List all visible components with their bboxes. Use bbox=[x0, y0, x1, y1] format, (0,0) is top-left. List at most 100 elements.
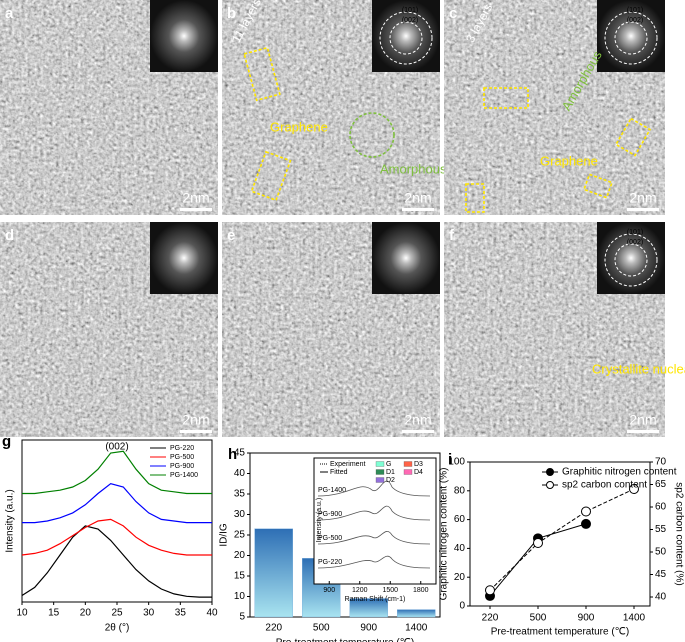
fft-ring bbox=[389, 21, 423, 55]
scale-label: 2nm bbox=[629, 190, 656, 206]
x-axis-label: Pre-treatment temperature (℃) bbox=[491, 627, 630, 638]
inset-legend-label: D4 bbox=[414, 469, 423, 476]
y-tick-label: 100 bbox=[448, 457, 465, 468]
x-tick-label: 900 bbox=[578, 613, 595, 624]
inset-legend-label: D2 bbox=[386, 477, 395, 484]
fft-label: (002) bbox=[627, 239, 643, 246]
y-tick-label: 40 bbox=[234, 468, 246, 479]
y-axis-label: Intensity (a.u.) bbox=[5, 489, 16, 552]
x-tick-label: 20 bbox=[80, 608, 92, 619]
point bbox=[533, 538, 543, 548]
plot-frame bbox=[469, 461, 651, 607]
inset-legend-swatch bbox=[375, 469, 385, 475]
scale-label: 2nm bbox=[404, 412, 431, 428]
fft-label: (101) bbox=[402, 7, 418, 14]
annotation: Crystallite nucleation bbox=[592, 361, 685, 376]
y-tick-label: 30 bbox=[234, 509, 246, 520]
charts: 10 15 20 25 30 35 40 PG-220 PG-500 PG-900 PG-1400 (… bbox=[2, 433, 684, 642]
fft-ring bbox=[379, 11, 433, 65]
scale-label: 2nm bbox=[182, 412, 209, 428]
point bbox=[485, 585, 495, 596]
chart-letter: g bbox=[2, 433, 11, 450]
x-tick-label: 30 bbox=[143, 608, 155, 619]
point bbox=[629, 484, 639, 494]
scale-label: 2nm bbox=[404, 190, 431, 206]
panel-letter: f bbox=[449, 227, 455, 244]
y-tick-label: 10 bbox=[234, 591, 246, 602]
y-axis-label: ID/IG bbox=[219, 523, 230, 547]
fft-inset bbox=[150, 222, 218, 294]
fft-inset bbox=[150, 0, 218, 72]
inset-legend-swatch bbox=[403, 469, 413, 475]
scale-bar bbox=[627, 430, 659, 433]
x-tick-label: 10 bbox=[16, 608, 28, 619]
inset-legend-swatch bbox=[375, 477, 385, 483]
scale-bar bbox=[627, 208, 659, 211]
x-tick-label: 15 bbox=[48, 608, 60, 619]
series-line bbox=[21, 518, 212, 556]
panel-letter: b bbox=[227, 5, 236, 22]
scale-bar bbox=[402, 430, 434, 433]
fft-ring bbox=[614, 243, 648, 277]
inset-legend-swatch bbox=[403, 461, 413, 467]
x-tick-label: 220 bbox=[265, 623, 282, 634]
inset-legend-label: Experiment bbox=[330, 461, 365, 468]
y-tick-label: 5 bbox=[239, 612, 245, 623]
inset-legend-swatch bbox=[375, 461, 385, 467]
inset-legend-label: D1 bbox=[386, 469, 395, 476]
y-tick-label: 40 bbox=[454, 543, 466, 554]
annotation-shapes bbox=[243, 46, 652, 213]
y-tick-label: 60 bbox=[454, 514, 466, 525]
panel-letter: e bbox=[227, 227, 235, 244]
inset-legend-label: Fitted bbox=[330, 469, 348, 476]
inset-sample-label: PG-220 bbox=[318, 559, 342, 566]
inset-sample-label: PG-900 bbox=[318, 511, 342, 518]
annotation: (002) bbox=[105, 442, 128, 453]
legend-label: PG-220 bbox=[170, 445, 194, 452]
y-tick-label: 80 bbox=[454, 485, 466, 496]
scale-bar bbox=[180, 430, 212, 433]
inset-x-label: Raman Shift (cm-1) bbox=[345, 596, 406, 603]
panel-letter: a bbox=[5, 5, 14, 22]
x-axis-label: 2θ (°) bbox=[105, 623, 130, 634]
y-tick-label: 65 bbox=[655, 479, 667, 490]
series-line bbox=[21, 525, 212, 598]
scale-label: 2nm bbox=[629, 412, 656, 428]
y-tick-label: 60 bbox=[655, 502, 667, 513]
fft-label: (002) bbox=[402, 17, 418, 24]
raman-curves bbox=[317, 480, 431, 569]
legend-marker bbox=[546, 481, 554, 489]
y-tick-label: 0 bbox=[459, 601, 465, 612]
annotation: Graphene bbox=[540, 153, 598, 168]
y-tick-label: 45 bbox=[655, 569, 667, 580]
x-tick-label: 40 bbox=[206, 608, 218, 619]
scale-bar bbox=[402, 208, 434, 211]
inset-x-tick-label: 900 bbox=[323, 587, 335, 594]
y-tick-label: 45 bbox=[234, 448, 246, 459]
scale-bar bbox=[180, 208, 212, 211]
x-tick-label: 900 bbox=[360, 623, 377, 634]
fft-ring bbox=[614, 21, 648, 55]
x-tick-label: 35 bbox=[175, 608, 187, 619]
fft-ring bbox=[604, 233, 658, 287]
legend-label: PG-500 bbox=[170, 454, 194, 461]
inset-x-tick-label: 1800 bbox=[413, 587, 429, 594]
x-tick-label: 500 bbox=[313, 623, 330, 634]
y-tick-label: 50 bbox=[655, 547, 667, 558]
point bbox=[581, 518, 591, 529]
y-tick-label: 40 bbox=[655, 592, 667, 603]
inset-frame bbox=[313, 457, 437, 585]
legend-marker bbox=[546, 468, 554, 476]
y-tick-label: 70 bbox=[655, 457, 667, 468]
y-tick-label: 15 bbox=[234, 571, 246, 582]
inset-sample-label: PG-1400 bbox=[318, 487, 346, 494]
y-tick-label: 35 bbox=[234, 489, 246, 500]
y-tick-label: 20 bbox=[454, 572, 466, 583]
panel-letter: c bbox=[449, 5, 457, 22]
y-tick-label: 55 bbox=[655, 524, 667, 535]
inset-legend-label: D3 bbox=[414, 461, 423, 468]
inset-x-tick-label: 1500 bbox=[382, 587, 398, 594]
x-tick-label: 220 bbox=[482, 613, 499, 624]
inset-legend-label: G bbox=[386, 461, 391, 468]
